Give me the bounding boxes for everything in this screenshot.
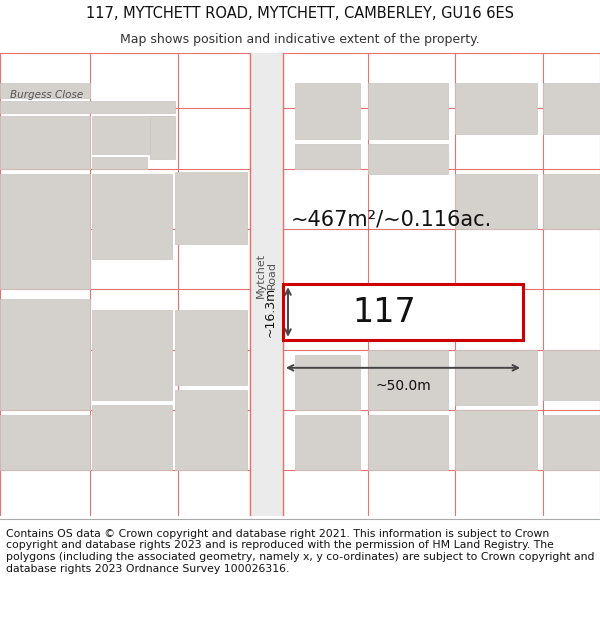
Text: 117, MYTCHETT ROAD, MYTCHETT, CAMBERLEY, GU16 6ES: 117, MYTCHETT ROAD, MYTCHETT, CAMBERLEY,… <box>86 6 514 21</box>
Bar <box>295 83 360 139</box>
Bar <box>368 83 448 139</box>
Text: 117: 117 <box>352 296 416 329</box>
Text: ~16.3m: ~16.3m <box>263 287 277 337</box>
Bar <box>455 350 537 405</box>
Bar <box>92 309 172 400</box>
Bar <box>92 157 147 169</box>
Bar <box>368 144 448 174</box>
Bar <box>543 174 600 229</box>
Bar <box>0 83 90 98</box>
Bar <box>0 101 175 114</box>
Bar <box>0 116 90 169</box>
Bar <box>543 415 600 471</box>
Bar <box>295 415 360 471</box>
Text: Burgess Close: Burgess Close <box>10 91 83 101</box>
Bar <box>175 390 247 471</box>
Bar <box>543 350 600 400</box>
Text: Map shows position and indicative extent of the property.: Map shows position and indicative extent… <box>120 33 480 46</box>
Text: ~50.0m: ~50.0m <box>375 379 431 393</box>
Text: ~467m²/~0.116ac.: ~467m²/~0.116ac. <box>290 209 491 229</box>
Bar <box>92 405 172 471</box>
Bar <box>175 172 247 244</box>
Bar <box>455 83 537 134</box>
Text: Mytchet
Road: Mytchet Road <box>256 253 277 298</box>
Bar <box>368 415 448 471</box>
Text: Contains OS data © Crown copyright and database right 2021. This information is : Contains OS data © Crown copyright and d… <box>6 529 595 574</box>
Bar <box>455 174 537 229</box>
Bar <box>150 116 175 159</box>
Bar <box>92 116 172 154</box>
Bar <box>543 83 600 134</box>
Bar <box>250 53 283 516</box>
Bar <box>0 174 90 289</box>
Bar <box>175 309 247 385</box>
Bar <box>455 410 537 471</box>
Bar <box>92 174 172 259</box>
Bar <box>283 284 523 339</box>
Bar <box>0 299 90 410</box>
Bar <box>295 144 360 169</box>
Bar <box>368 350 448 410</box>
Bar <box>295 355 360 410</box>
Bar <box>0 415 90 471</box>
